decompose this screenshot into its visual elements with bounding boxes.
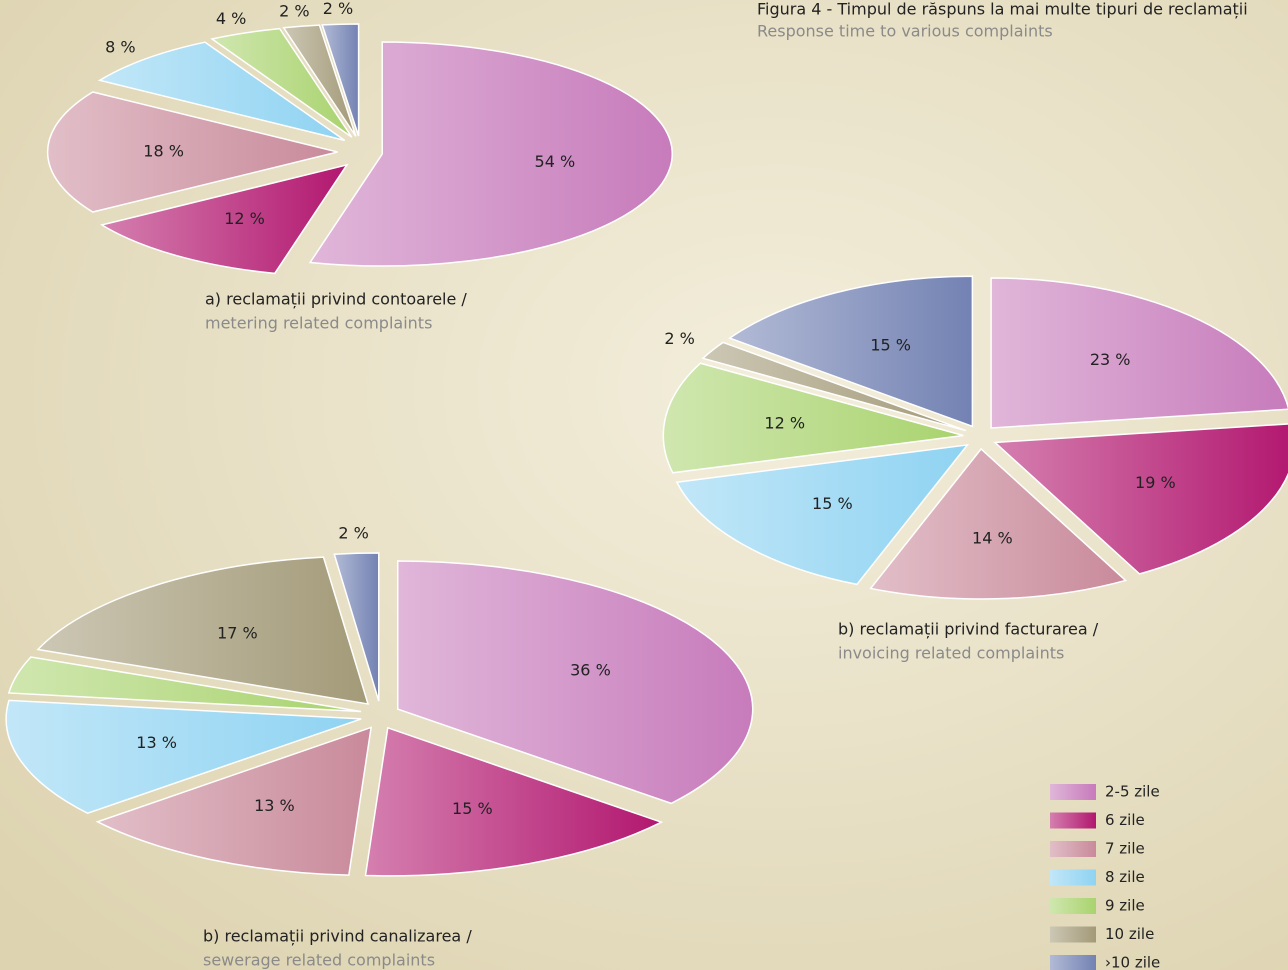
value-label: 17 % xyxy=(217,623,258,642)
chart-caption-en: sewerage related complaints xyxy=(203,951,435,970)
slice-shine xyxy=(212,28,352,138)
value-label: 19 % xyxy=(1135,473,1176,492)
value-label: 15 % xyxy=(870,336,911,355)
value-label: 15 % xyxy=(452,799,493,818)
legend-label: 10 zile xyxy=(1105,925,1154,943)
legend-shine xyxy=(1050,955,1096,970)
slice-shine xyxy=(97,727,372,876)
value-label: 18 % xyxy=(143,142,184,161)
value-label: 4 % xyxy=(216,9,246,28)
value-label: 13 % xyxy=(254,796,295,815)
slice-shine xyxy=(991,277,1288,428)
legend-shine xyxy=(1050,841,1096,857)
value-label: 12 % xyxy=(224,209,265,228)
slice-shine xyxy=(334,553,379,702)
slice-shine xyxy=(310,42,673,267)
value-label: 23 % xyxy=(1090,350,1131,369)
legend-shine xyxy=(1050,812,1096,829)
value-label: 2 % xyxy=(279,1,309,20)
legend-shine xyxy=(1050,869,1096,886)
chart-caption: b) reclamații privind facturarea / xyxy=(838,620,1099,639)
slice-shine xyxy=(37,557,368,704)
value-label: 12 % xyxy=(764,414,805,433)
value-label: 14 % xyxy=(972,528,1013,547)
slice-shine xyxy=(99,42,345,141)
value-label: 2 % xyxy=(338,524,368,543)
slice-shine xyxy=(702,342,966,431)
legend-label: 6 zile xyxy=(1105,811,1145,829)
chart-caption-en: metering related complaints xyxy=(205,314,432,333)
legend-shine xyxy=(1050,926,1096,943)
slice-shine xyxy=(8,657,362,712)
legend-label: 7 zile xyxy=(1105,840,1145,858)
legend-label: 8 zile xyxy=(1105,868,1145,886)
legend-label: ›10 zile xyxy=(1105,954,1160,970)
value-label: 13 % xyxy=(136,733,177,752)
slice-shine xyxy=(663,363,964,473)
value-label: 54 % xyxy=(535,152,576,171)
slice-shine xyxy=(322,24,359,137)
slice-shine xyxy=(676,444,968,585)
legend-label: 9 zile xyxy=(1105,897,1145,915)
slice-shine xyxy=(870,448,1126,599)
slice-shine xyxy=(47,91,338,213)
chart-caption: a) reclamații privind contoarele / xyxy=(205,290,467,309)
value-label: 36 % xyxy=(570,661,611,680)
value-label: 2 % xyxy=(664,329,694,348)
slice-shine xyxy=(283,25,356,137)
slice-shine xyxy=(397,561,753,804)
slice-shine xyxy=(365,727,662,876)
figure-title: Figura 4 - Timpul de răspuns la mai mult… xyxy=(757,0,1248,19)
chart-caption-en: invoicing related complaints xyxy=(838,644,1064,663)
value-label: 15 % xyxy=(812,494,853,513)
legend-shine xyxy=(1050,784,1096,800)
value-label: 2 % xyxy=(323,0,353,18)
slice-shine xyxy=(729,276,973,427)
figure-subtitle: Response time to various complaints xyxy=(757,22,1053,41)
slice-shine xyxy=(994,423,1288,574)
legend-shine xyxy=(1050,898,1096,914)
slice-shine xyxy=(101,164,347,274)
chart-caption: b) reclamații privind canalizarea / xyxy=(203,927,472,946)
value-label: 8 % xyxy=(105,38,135,57)
slice-shine xyxy=(6,700,362,814)
legend-label: 2-5 zile xyxy=(1105,783,1160,801)
